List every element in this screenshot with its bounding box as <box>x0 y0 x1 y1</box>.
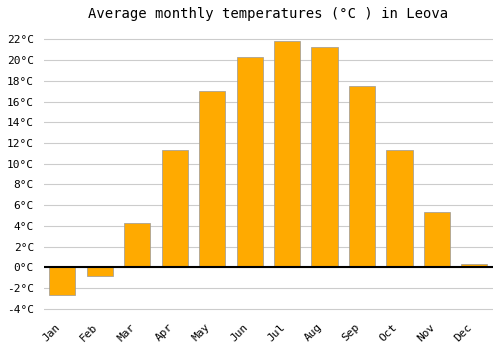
Title: Average monthly temperatures (°C ) in Leova: Average monthly temperatures (°C ) in Le… <box>88 7 448 21</box>
Bar <box>349 86 375 267</box>
Bar <box>312 47 338 267</box>
Bar <box>199 91 226 267</box>
Bar <box>124 223 150 267</box>
Bar <box>50 267 76 295</box>
Bar <box>424 212 450 267</box>
Bar <box>386 150 412 267</box>
Bar <box>86 267 113 276</box>
Bar <box>274 42 300 267</box>
Bar <box>162 150 188 267</box>
Bar <box>236 57 262 267</box>
Bar <box>461 264 487 267</box>
